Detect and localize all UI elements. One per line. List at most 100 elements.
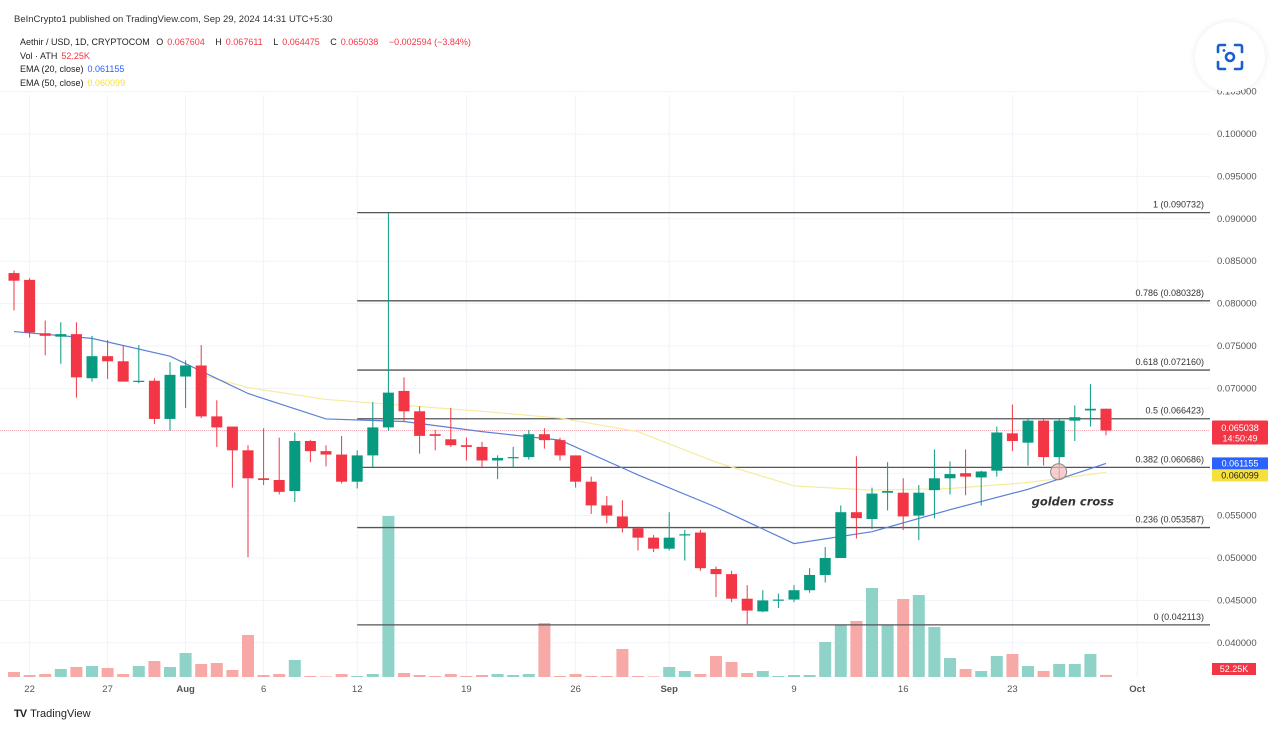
candle-body [1053, 420, 1065, 458]
candle-body [554, 440, 566, 456]
golden-cross-annotation[interactable]: golden cross [1032, 463, 1115, 509]
volume-bar [850, 621, 863, 677]
volume-bar [897, 599, 910, 677]
low-label: L [273, 37, 279, 47]
publisher-line: BeInCrypto1 published on TradingView.com… [14, 14, 333, 25]
time-tick-label: 27 [102, 684, 113, 695]
volume-bar [975, 671, 988, 677]
price-tick-label: 0.045000 [1217, 595, 1257, 606]
time-axis[interactable]: 22 27 Aug 6 12 19 26 Sep 9 16 23 Oct [24, 684, 1146, 695]
ema50-label[interactable]: EMA (50, close) [20, 77, 84, 88]
candle-body [117, 361, 129, 382]
volume-bar [990, 656, 1003, 677]
candle-body [1022, 420, 1034, 443]
volume-tag [1212, 663, 1256, 675]
candle-up [382, 212, 394, 431]
candle-body [304, 440, 316, 452]
candle-body [164, 374, 176, 419]
candle-body [523, 434, 535, 458]
candle-down [476, 441, 488, 469]
volume-label[interactable]: Vol · ATH [20, 50, 58, 61]
high-label: H [215, 37, 222, 47]
candle-up [55, 322, 67, 364]
candle-body [507, 457, 519, 459]
candle-body [601, 505, 613, 516]
bar-countdown: 14:50:49 [1222, 433, 1257, 443]
ohlc-close: C 0.065038 [330, 37, 382, 47]
ema50-price-tag-value: 0.060099 [1221, 470, 1259, 480]
candle-body [850, 512, 862, 519]
time-tick-label: Aug [176, 684, 195, 695]
open-value: 0.067604 [167, 37, 205, 47]
volume-bar [538, 623, 551, 677]
volume-bar [866, 588, 878, 677]
volume-bar [117, 674, 130, 677]
volume-bar [647, 676, 660, 677]
candle-body [772, 599, 784, 601]
volume-value: 52.25K [61, 50, 90, 61]
candle-body [694, 532, 706, 569]
candle-up [164, 362, 176, 431]
volume-bar [912, 595, 925, 677]
candle-body [960, 473, 972, 477]
candle-down [850, 456, 862, 539]
volume-bar [273, 674, 286, 677]
candle-body [445, 439, 457, 446]
price-tick-label: 0.090000 [1217, 214, 1257, 225]
candle-up [944, 461, 956, 495]
ema50-value: 0.060099 [87, 77, 126, 88]
volume-bar [164, 667, 176, 677]
ema20-price-tag-value: 0.061155 [1222, 458, 1259, 468]
candle-body [70, 334, 82, 378]
candle-down [414, 406, 426, 454]
candle-body [180, 365, 192, 377]
candle-up [991, 426, 1003, 477]
volume-bar [1053, 664, 1066, 677]
ema20-label[interactable]: EMA (20, close) [20, 64, 84, 75]
volume-bar [320, 676, 332, 677]
volume-bar [491, 674, 504, 677]
candle-down [429, 429, 441, 451]
volume-bar [959, 669, 972, 677]
fib-level-label: 0.618 (0.072160) [1135, 357, 1204, 367]
volume-bar [1100, 674, 1112, 677]
volume-bar [398, 673, 410, 677]
candle-down [445, 407, 457, 447]
volume-bar [600, 676, 613, 677]
candle-up [882, 462, 894, 511]
candle-down [226, 426, 238, 488]
time-tick-label: 6 [261, 684, 266, 695]
candle-body [86, 356, 98, 379]
candle-body [585, 481, 597, 506]
volume-bar [39, 674, 52, 677]
candle-body [1100, 408, 1112, 431]
tradingview-logo[interactable]: TV TradingView [14, 708, 91, 720]
candle-body [102, 356, 114, 362]
volume-bar [476, 675, 488, 677]
candles [8, 212, 1112, 625]
candle-down [538, 428, 550, 449]
candle-up [835, 505, 847, 558]
volume-bar [23, 675, 36, 677]
price-axis[interactable]: 0.105000 0.100000 0.095000 0.090000 0.085000… [1217, 87, 1257, 649]
volume-bar [195, 664, 208, 677]
volume-bar [304, 676, 317, 677]
fib-retracement[interactable]: 1 (0.090732) 0.786 (0.080328) 0.618 (0.072… [357, 200, 1210, 626]
ohlc-high: H 0.067611 [215, 37, 266, 47]
candle-body [133, 380, 145, 382]
candle-body [429, 434, 441, 436]
candle-body [414, 411, 426, 436]
candle-down [960, 449, 972, 496]
price-tick-label: 0.050000 [1217, 553, 1257, 564]
lens-button[interactable] [1195, 22, 1265, 92]
volume-bar [70, 667, 83, 677]
candle-up [1069, 405, 1081, 441]
candle-body [757, 600, 769, 612]
symbol-name[interactable]: Aethir / USD, 1D, CRYPTOCOM [20, 37, 150, 47]
volume-bar [8, 672, 20, 677]
candle-up [772, 593, 784, 609]
candle-body [741, 598, 753, 611]
